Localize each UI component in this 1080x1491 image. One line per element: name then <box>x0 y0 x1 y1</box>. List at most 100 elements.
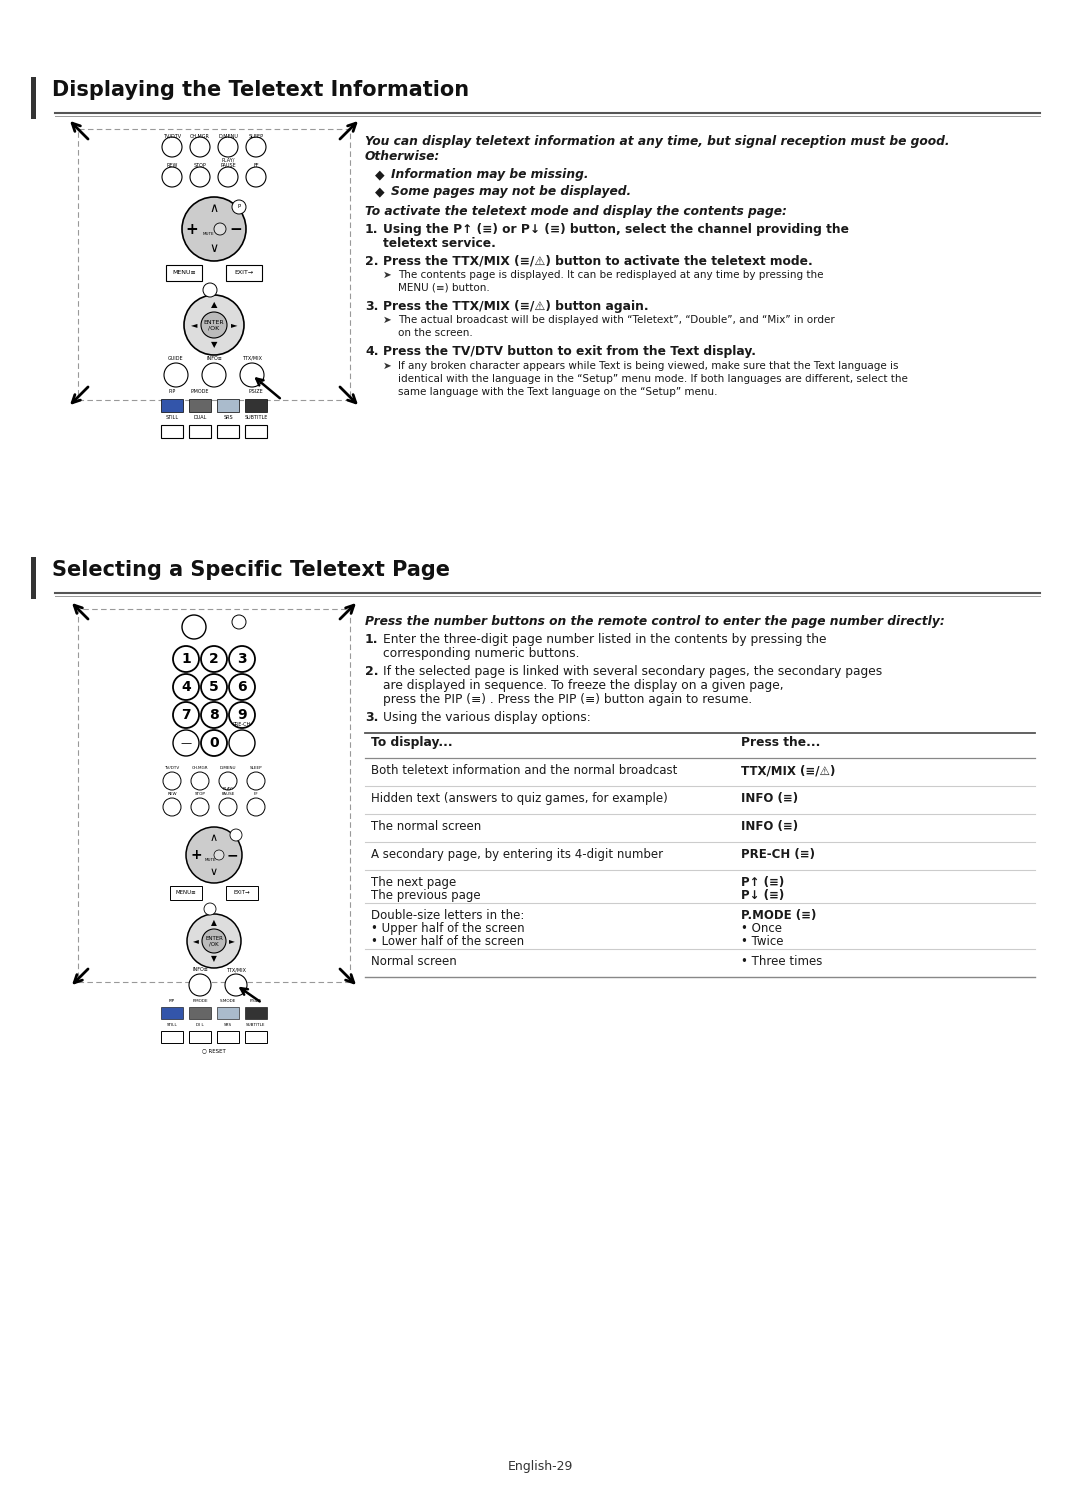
Circle shape <box>183 197 246 261</box>
Circle shape <box>247 772 265 790</box>
Text: Press the TTX/MIX (≡/⚠) button to activate the teletext mode.: Press the TTX/MIX (≡/⚠) button to activa… <box>383 255 813 268</box>
Text: ▲: ▲ <box>211 918 217 927</box>
Bar <box>78 130 350 400</box>
Text: +: + <box>186 222 199 237</box>
Circle shape <box>190 167 210 186</box>
Text: TV/DTV: TV/DTV <box>164 766 179 769</box>
Bar <box>226 886 258 901</box>
Bar <box>161 425 183 438</box>
Text: ◄: ◄ <box>191 321 198 330</box>
Text: The next page: The next page <box>372 877 456 889</box>
Text: ➤: ➤ <box>383 315 392 325</box>
Text: FF: FF <box>254 792 258 796</box>
Text: SRS: SRS <box>224 414 233 420</box>
Text: MENU≡: MENU≡ <box>172 270 195 276</box>
Text: 5: 5 <box>210 680 219 693</box>
Circle shape <box>201 646 227 672</box>
Text: • Once: • Once <box>741 921 782 935</box>
Bar <box>31 558 36 599</box>
Text: ∨: ∨ <box>210 243 218 255</box>
Circle shape <box>201 702 227 728</box>
Text: SUBTITLE: SUBTITLE <box>246 1023 266 1027</box>
Circle shape <box>173 674 199 699</box>
Text: 0: 0 <box>210 737 219 750</box>
Text: INFO (≡): INFO (≡) <box>741 820 798 833</box>
Circle shape <box>229 674 255 699</box>
Circle shape <box>162 137 183 157</box>
Text: ➤: ➤ <box>383 270 392 280</box>
Circle shape <box>191 772 210 790</box>
Text: 1.: 1. <box>365 634 378 646</box>
Text: REW: REW <box>166 163 178 168</box>
Text: FF: FF <box>253 163 259 168</box>
Text: Information may be missing.: Information may be missing. <box>391 168 589 180</box>
Text: SRS: SRS <box>224 1023 232 1027</box>
Text: Some pages may not be displayed.: Some pages may not be displayed. <box>391 185 631 198</box>
Text: ▼: ▼ <box>211 954 217 963</box>
Text: 1: 1 <box>181 652 191 666</box>
Text: Otherwise:: Otherwise: <box>365 151 441 163</box>
Text: P.MODE: P.MODE <box>191 389 210 394</box>
Text: are displayed in sequence. To freeze the display on a given page,: are displayed in sequence. To freeze the… <box>383 678 784 692</box>
Bar <box>78 608 350 983</box>
Circle shape <box>202 929 226 953</box>
Text: D.MENU: D.MENU <box>218 134 238 139</box>
Text: Enter the three-digit page number listed in the contents by pressing the: Enter the three-digit page number listed… <box>383 634 826 646</box>
Text: Both teletext information and the normal broadcast: Both teletext information and the normal… <box>372 763 677 777</box>
Text: A secondary page, by entering its 4-digit number: A secondary page, by entering its 4-digi… <box>372 848 663 860</box>
Circle shape <box>189 974 211 996</box>
Circle shape <box>201 731 227 756</box>
Text: 6: 6 <box>238 680 247 693</box>
Circle shape <box>229 702 255 728</box>
Text: 7: 7 <box>181 708 191 722</box>
Text: PLAY/
PAUSE: PLAY/ PAUSE <box>221 787 234 796</box>
Text: Using the P↑ (≡) or P↓ (≡) button, select the channel providing the: Using the P↑ (≡) or P↓ (≡) button, selec… <box>383 224 849 236</box>
Circle shape <box>204 904 216 915</box>
Text: P.MODE: P.MODE <box>192 999 207 1003</box>
Bar <box>245 400 267 412</box>
Text: DUAL: DUAL <box>193 414 206 420</box>
Text: teletext service.: teletext service. <box>383 237 496 250</box>
Text: 2.: 2. <box>365 665 378 678</box>
Circle shape <box>229 731 255 756</box>
Text: P↑ (≡): P↑ (≡) <box>741 877 784 889</box>
Text: ◆: ◆ <box>375 185 384 198</box>
Circle shape <box>191 798 210 816</box>
Text: EXIT→: EXIT→ <box>233 890 251 896</box>
Bar <box>245 425 267 438</box>
Text: Press the TTX/MIX (≡/⚠) button again.: Press the TTX/MIX (≡/⚠) button again. <box>383 300 649 313</box>
Circle shape <box>247 798 265 816</box>
Text: MENU≡: MENU≡ <box>176 890 197 896</box>
Text: ◆: ◆ <box>375 168 384 180</box>
Text: PRE-CH (≡): PRE-CH (≡) <box>741 848 815 860</box>
Text: TV/DTV: TV/DTV <box>163 134 181 139</box>
Text: If any broken character appears while Text is being viewed, make sure that the T: If any broken character appears while Te… <box>399 361 899 371</box>
Text: Press the number buttons on the remote control to enter the page number directly: Press the number buttons on the remote c… <box>365 614 945 628</box>
Circle shape <box>163 772 181 790</box>
Circle shape <box>173 646 199 672</box>
Text: The previous page: The previous page <box>372 889 481 902</box>
Text: ►: ► <box>229 936 235 945</box>
Circle shape <box>163 798 181 816</box>
Text: ►: ► <box>231 321 238 330</box>
Text: 4.: 4. <box>365 344 378 358</box>
Bar <box>245 1030 267 1044</box>
Circle shape <box>240 362 264 388</box>
Text: ∧: ∧ <box>210 833 218 842</box>
Text: Double-size letters in the:: Double-size letters in the: <box>372 910 525 921</box>
Bar <box>189 400 211 412</box>
Circle shape <box>246 137 266 157</box>
Text: To activate the teletext mode and display the contents page:: To activate the teletext mode and displa… <box>365 204 787 218</box>
Circle shape <box>232 614 246 629</box>
Text: on the screen.: on the screen. <box>399 328 473 338</box>
Text: • Twice: • Twice <box>741 935 783 948</box>
Text: Displaying the Teletext Information: Displaying the Teletext Information <box>52 81 469 100</box>
Bar <box>170 886 202 901</box>
Text: ENTER
/OK: ENTER /OK <box>205 935 222 947</box>
Circle shape <box>173 731 199 756</box>
Text: Press the TV/DTV button to exit from the Text display.: Press the TV/DTV button to exit from the… <box>383 344 756 358</box>
Text: CH.MGR: CH.MGR <box>191 766 208 769</box>
Text: 3.: 3. <box>365 711 378 725</box>
Text: 8: 8 <box>210 708 219 722</box>
Text: PRE-CH: PRE-CH <box>233 722 252 728</box>
